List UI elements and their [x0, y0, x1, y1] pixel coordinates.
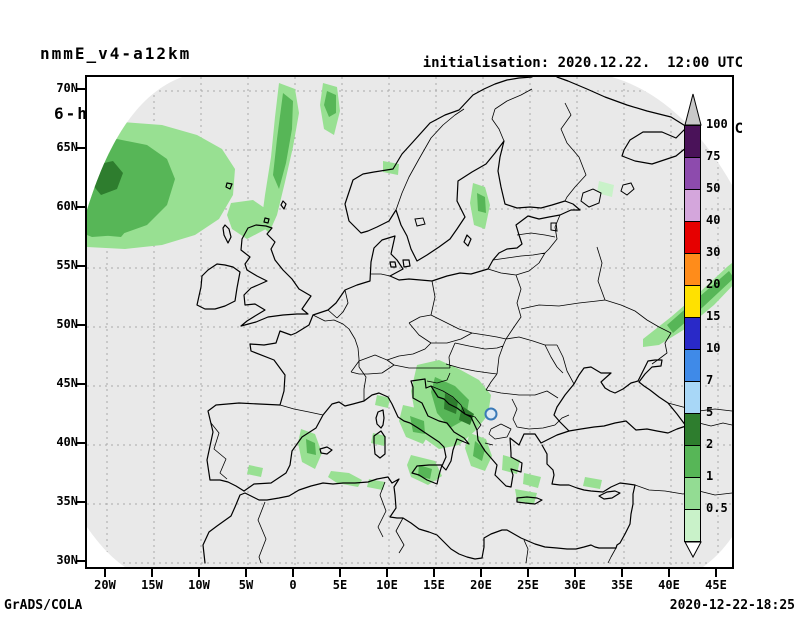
- lon-label: 15W: [141, 578, 163, 592]
- coast-britain: [240, 224, 312, 327]
- colorbar-level-label: 50: [706, 181, 721, 195]
- lon-tick: [621, 569, 623, 577]
- colorbar-segment: [684, 221, 701, 254]
- lat-label: 45N: [56, 376, 78, 390]
- coast-ireland: [196, 263, 241, 310]
- lat-label: 55N: [56, 258, 78, 272]
- colorbar-segment: [684, 253, 701, 286]
- country-borders: [210, 88, 732, 564]
- colorbar-segment: [684, 157, 701, 190]
- creation-timestamp: 2020-12-22-18:25: [669, 598, 795, 613]
- colorbar-level-label: 2: [706, 437, 714, 451]
- lat-label: 70N: [56, 81, 78, 95]
- colorbar-level-label: 20: [706, 277, 721, 291]
- lon-tick: [715, 569, 717, 577]
- colorbar-level-label: 30: [706, 245, 721, 259]
- lon-label: 10W: [188, 578, 210, 592]
- europe-map-svg: [87, 77, 732, 567]
- under-min-arrow: [684, 541, 702, 559]
- colorbar-segment: [684, 285, 701, 318]
- colorbar-level-label: 0.5: [706, 501, 728, 515]
- lat-tick: [77, 560, 85, 562]
- colorbar-segment: [684, 413, 701, 446]
- lon-tick: [104, 569, 106, 577]
- lat-label: 30N: [56, 553, 78, 567]
- colorbar-level-label: 75: [706, 149, 721, 163]
- coast-black-sea: [553, 359, 687, 434]
- coast-mediterranean: [243, 378, 570, 492]
- lon-tick: [527, 569, 529, 577]
- lon-tick: [198, 569, 200, 577]
- coast-north-africa: [202, 476, 617, 564]
- coast-mainland-west-north: [206, 77, 581, 492]
- lon-tick: [151, 569, 153, 577]
- lon-label: 20W: [94, 578, 116, 592]
- lon-tick: [480, 569, 482, 577]
- lat-label: 60N: [56, 199, 78, 213]
- lon-label: 30E: [564, 578, 586, 592]
- lon-tick: [245, 569, 247, 577]
- colorbar-level-label: 15: [706, 309, 721, 323]
- lon-label: 10E: [376, 578, 398, 592]
- colorbar-segment: [684, 189, 701, 222]
- lon-label: 45E: [705, 578, 727, 592]
- station-circle-marker: [484, 407, 498, 421]
- coast-islands: [222, 182, 621, 505]
- colorbar-segment: [684, 509, 701, 542]
- lon-tick: [292, 569, 294, 577]
- lat-tick: [77, 147, 85, 149]
- colorbar-segment: [684, 381, 701, 414]
- coast-kola-whitesea: [556, 77, 732, 165]
- lat-label: 35N: [56, 494, 78, 508]
- over-max-arrow: [684, 93, 702, 126]
- init-time-label: initialisation: 2020.12.22. 12:00 UTC: [422, 55, 743, 71]
- lon-label: 5W: [238, 578, 254, 592]
- lakes: [414, 182, 635, 232]
- lon-label: 35E: [611, 578, 633, 592]
- model-title: nmmE_v4-a12km: [40, 44, 192, 63]
- colorbar-level-label: 40: [706, 213, 721, 227]
- lat-label: 65N: [56, 140, 78, 154]
- colorbar-level-label: 7: [706, 373, 714, 387]
- lon-label: 15E: [423, 578, 445, 592]
- colorbar: 100 75 50 40 30 20 15 10 7 5 2 1 0.5: [684, 93, 746, 563]
- lat-label: 50N: [56, 317, 78, 331]
- lat-tick: [77, 206, 85, 208]
- lat-tick: [77, 501, 85, 503]
- grads-credit: GrADS/COLA: [4, 598, 83, 613]
- lon-tick: [574, 569, 576, 577]
- colorbar-segment: [684, 477, 701, 510]
- colorbar-segment: [684, 445, 701, 478]
- coastlines: [196, 77, 732, 564]
- colorbar-segment: [684, 349, 701, 382]
- lat-tick: [77, 88, 85, 90]
- lat-tick: [77, 383, 85, 385]
- lon-label: 20E: [470, 578, 492, 592]
- map-frame: [85, 75, 734, 569]
- lon-tick: [668, 569, 670, 577]
- colorbar-level-label: 100: [706, 117, 728, 131]
- lat-tick: [77, 324, 85, 326]
- colorbar-level-label: 1: [706, 469, 714, 483]
- lon-label: 25E: [517, 578, 539, 592]
- colorbar-level-label: 10: [706, 341, 721, 355]
- lat-tick: [77, 265, 85, 267]
- colorbar-segment: [684, 317, 701, 350]
- colorbar-level-label: 5: [706, 405, 714, 419]
- lon-label: 0: [289, 578, 297, 592]
- lon-label: 40E: [658, 578, 680, 592]
- under-min-arrow-shape: [684, 541, 702, 559]
- lat-label: 40N: [56, 435, 78, 449]
- lat-tick: [77, 442, 85, 444]
- lon-tick: [339, 569, 341, 577]
- colorbar-segment: [684, 125, 701, 158]
- lon-tick: [386, 569, 388, 577]
- coast-turkey-levant: [541, 444, 636, 549]
- lon-tick: [433, 569, 435, 577]
- over-max-arrow-shape: [684, 93, 702, 126]
- lon-label: 5E: [332, 578, 348, 592]
